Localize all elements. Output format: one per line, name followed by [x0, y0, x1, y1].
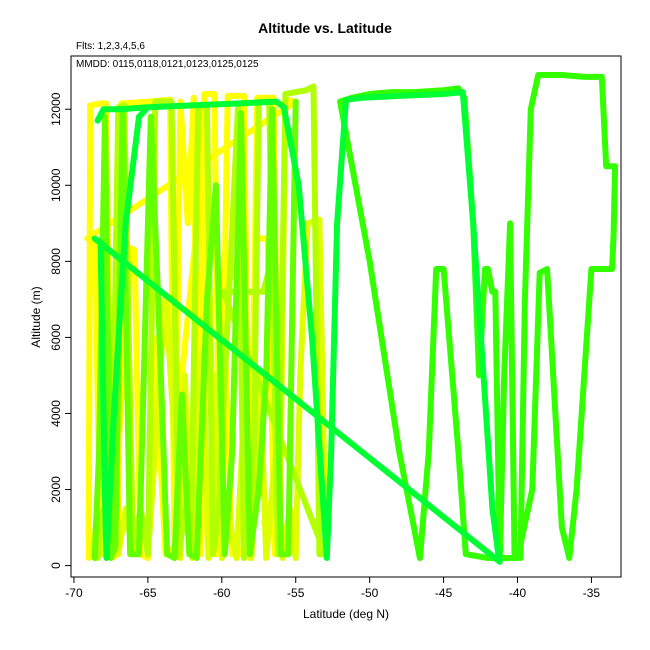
series-line-3 [94, 83, 329, 561]
y-tick-label: 12000 [49, 92, 63, 126]
series-line-4 [91, 98, 299, 561]
y-tick-label: 10000 [49, 168, 63, 202]
x-tick-label: -60 [213, 586, 231, 600]
x-tick-label: -65 [139, 586, 157, 600]
x-tick-label: -45 [435, 586, 453, 600]
chart-subtitle-dates: MMDD: 0115,0118,0121,0123,0125,0125 [76, 59, 259, 70]
series-layer [84, 72, 619, 565]
y-axis-label: Altitude (m) [29, 286, 43, 347]
x-tick-label: -40 [509, 586, 527, 600]
y-axis: 0 2000 4000 6000 8000 10000 12000 [49, 92, 72, 569]
chart-title: Altitude vs. Latitude [258, 20, 392, 36]
y-tick-label: 0 [49, 562, 63, 569]
x-tick-label: -70 [65, 586, 83, 600]
x-axis: -70 -65 -60 -55 -50 -45 -40 -35 [65, 576, 601, 600]
x-tick-label: -35 [583, 586, 601, 600]
series-line-6 [91, 89, 503, 565]
x-tick-label: -55 [287, 586, 305, 600]
y-tick-label: 4000 [49, 400, 63, 427]
x-tick-label: -50 [361, 586, 379, 600]
x-axis-label: Latitude (deg N) [303, 607, 389, 621]
y-tick-label: 6000 [49, 324, 63, 351]
y-tick-label: 8000 [49, 248, 63, 275]
y-tick-label: 2000 [49, 476, 63, 503]
chart-subtitle-flights: Flts: 1,2,3,4,5,6 [76, 41, 145, 52]
